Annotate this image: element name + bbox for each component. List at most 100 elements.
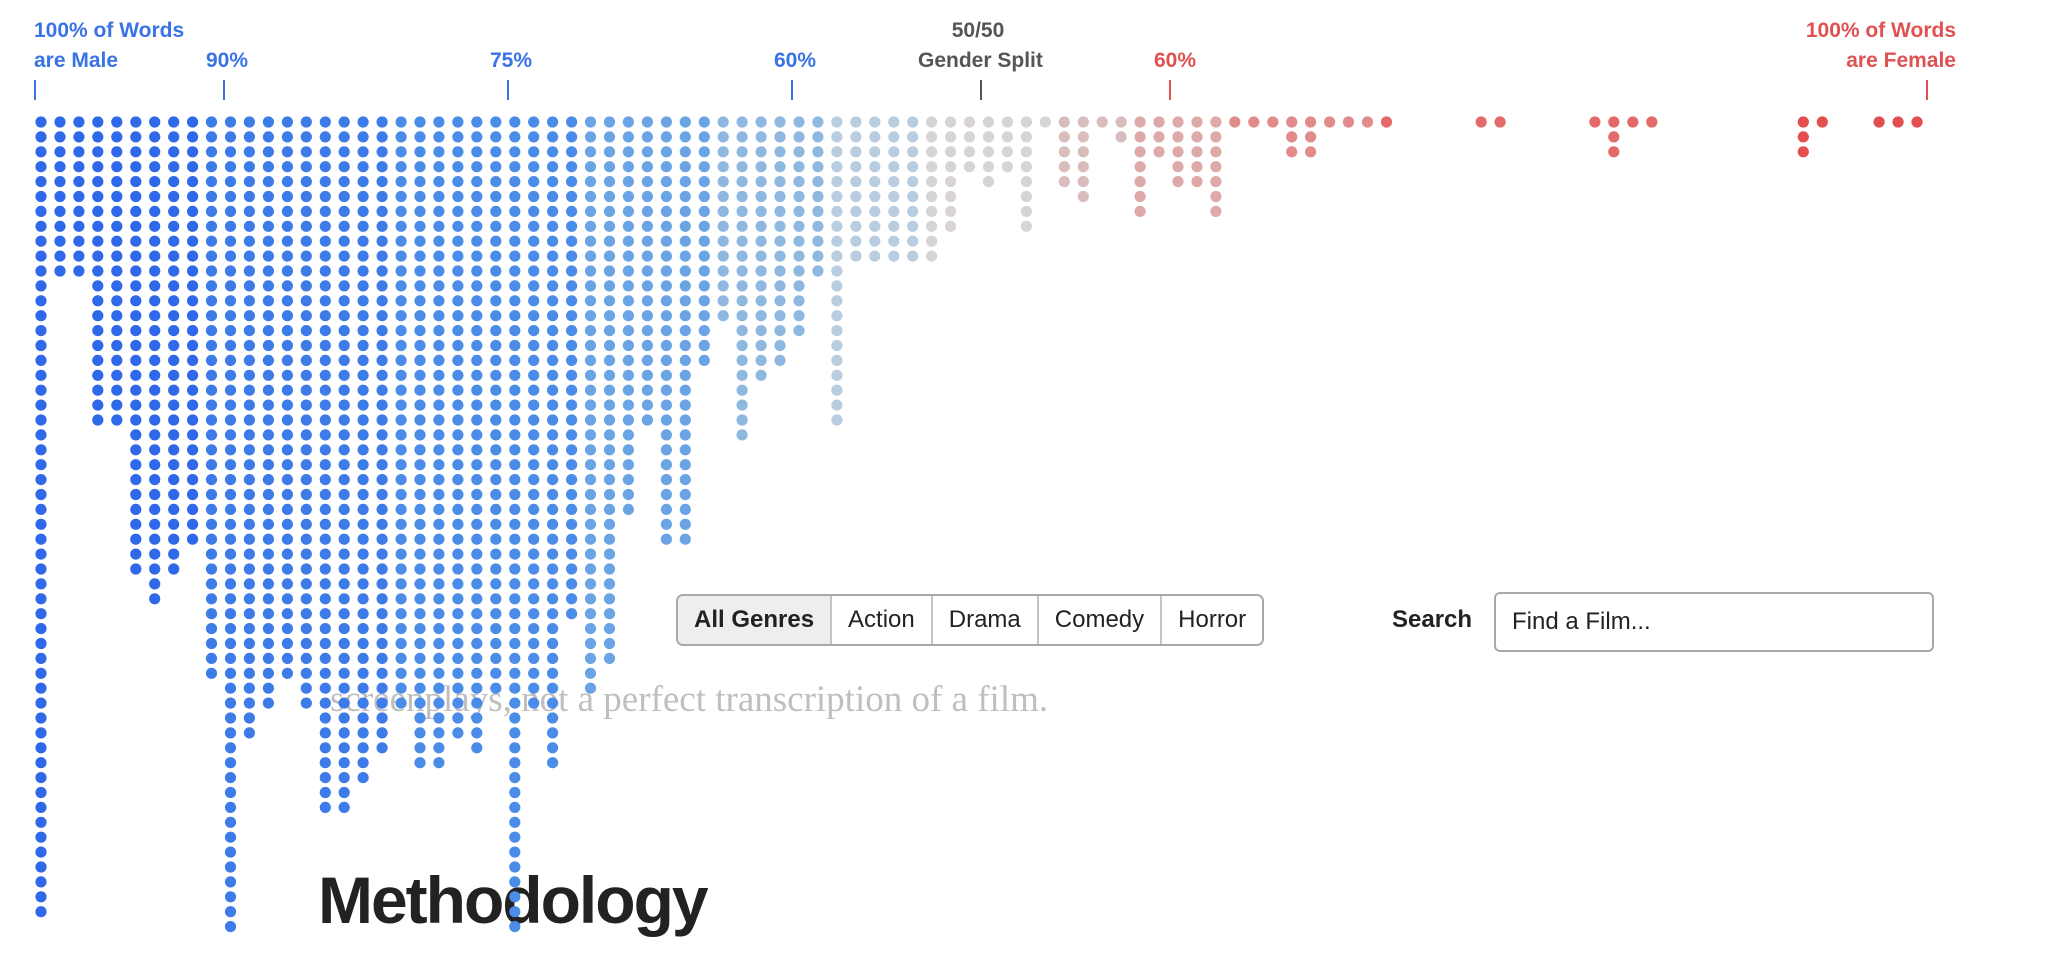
film-dot[interactable]: [1172, 161, 1184, 173]
film-dot[interactable]: [452, 459, 464, 471]
film-dot[interactable]: [92, 265, 104, 277]
film-dot[interactable]: [547, 533, 559, 545]
film-dot[interactable]: [168, 429, 180, 441]
film-dot[interactable]: [509, 176, 521, 188]
film-dot[interactable]: [243, 548, 255, 560]
film-dot[interactable]: [774, 339, 786, 352]
film-dot[interactable]: [243, 682, 255, 694]
film-dot[interactable]: [812, 131, 824, 143]
film-dot[interactable]: [243, 325, 255, 337]
film-dot[interactable]: [224, 190, 237, 203]
film-dot[interactable]: [736, 339, 748, 352]
film-dot[interactable]: [262, 295, 274, 307]
film-dot[interactable]: [262, 384, 274, 396]
film-dot[interactable]: [224, 474, 237, 486]
film-dot[interactable]: [300, 131, 312, 143]
film-dot[interactable]: [262, 593, 274, 605]
film-dot[interactable]: [35, 816, 47, 828]
film-dot[interactable]: [243, 712, 255, 724]
film-dot[interactable]: [433, 563, 445, 575]
film-dot[interactable]: [357, 205, 369, 217]
film-dot[interactable]: [452, 548, 464, 560]
film-dot[interactable]: [566, 205, 578, 217]
film-dot[interactable]: [698, 339, 710, 352]
film-dot[interactable]: [1608, 146, 1620, 158]
film-dot[interactable]: [471, 414, 483, 426]
film-dot[interactable]: [584, 190, 597, 203]
film-dot[interactable]: [679, 488, 691, 501]
film-dot[interactable]: [319, 459, 331, 471]
film-dot[interactable]: [168, 220, 180, 232]
film-dot[interactable]: [888, 176, 900, 188]
film-dot[interactable]: [262, 250, 274, 262]
film-dot[interactable]: [566, 339, 578, 352]
film-dot[interactable]: [982, 116, 995, 128]
film-dot[interactable]: [54, 161, 66, 173]
film-dot[interactable]: [584, 652, 597, 665]
film-dot[interactable]: [300, 488, 312, 501]
film-dot[interactable]: [907, 220, 919, 232]
film-dot[interactable]: [414, 533, 426, 545]
film-dot[interactable]: [111, 325, 123, 337]
film-dot[interactable]: [490, 205, 502, 217]
film-dot[interactable]: [357, 369, 369, 381]
film-dot[interactable]: [679, 220, 691, 232]
film-dot[interactable]: [395, 146, 407, 158]
film-dot[interactable]: [509, 339, 521, 352]
film-dot[interactable]: [641, 250, 654, 262]
film-dot[interactable]: [509, 369, 521, 381]
film-dot[interactable]: [547, 667, 559, 679]
film-dot[interactable]: [357, 727, 369, 739]
film-dot[interactable]: [509, 801, 521, 814]
film-dot[interactable]: [338, 637, 350, 650]
film-dot[interactable]: [1134, 176, 1146, 188]
film-dot[interactable]: [831, 354, 843, 366]
film-dot[interactable]: [888, 131, 900, 143]
film-dot[interactable]: [1229, 116, 1241, 128]
film-dot[interactable]: [603, 608, 616, 620]
film-dot[interactable]: [187, 488, 199, 501]
film-dot[interactable]: [566, 325, 578, 337]
film-dot[interactable]: [262, 503, 274, 515]
film-dot[interactable]: [35, 831, 47, 843]
film-dot[interactable]: [111, 310, 123, 322]
film-dot[interactable]: [262, 176, 274, 188]
film-dot[interactable]: [528, 697, 540, 709]
film-dot[interactable]: [168, 459, 180, 471]
film-dot[interactable]: [812, 205, 824, 217]
film-dot[interactable]: [35, 593, 47, 605]
film-dot[interactable]: [73, 235, 85, 247]
film-dot[interactable]: [528, 637, 540, 650]
film-dot[interactable]: [262, 518, 274, 530]
film-dot[interactable]: [547, 325, 559, 337]
film-dot[interactable]: [509, 205, 521, 217]
film-dot[interactable]: [831, 146, 843, 158]
film-dot[interactable]: [831, 131, 843, 143]
film-dot[interactable]: [395, 563, 407, 575]
film-dot[interactable]: [584, 131, 597, 143]
film-dot[interactable]: [149, 533, 161, 545]
film-dot[interactable]: [205, 623, 218, 635]
film-dot[interactable]: [187, 146, 199, 158]
film-dot[interactable]: [660, 384, 673, 396]
film-dot[interactable]: [205, 176, 218, 188]
film-dot[interactable]: [584, 459, 597, 471]
film-dot[interactable]: [471, 742, 483, 754]
film-dot[interactable]: [73, 161, 85, 173]
film-dot[interactable]: [509, 459, 521, 471]
film-dot[interactable]: [92, 116, 104, 128]
film-dot[interactable]: [414, 623, 426, 635]
film-dot[interactable]: [528, 459, 540, 471]
film-dot[interactable]: [205, 354, 218, 366]
film-dot[interactable]: [262, 310, 274, 322]
film-dot[interactable]: [300, 503, 312, 515]
film-dot[interactable]: [130, 384, 142, 396]
film-dot[interactable]: [224, 831, 237, 843]
film-dot[interactable]: [224, 727, 237, 739]
film-dot[interactable]: [1191, 146, 1203, 158]
film-dot[interactable]: [528, 205, 540, 217]
film-dot[interactable]: [679, 131, 691, 143]
film-dot[interactable]: [300, 205, 312, 217]
film-dot[interactable]: [149, 369, 161, 381]
film-dot[interactable]: [395, 250, 407, 262]
